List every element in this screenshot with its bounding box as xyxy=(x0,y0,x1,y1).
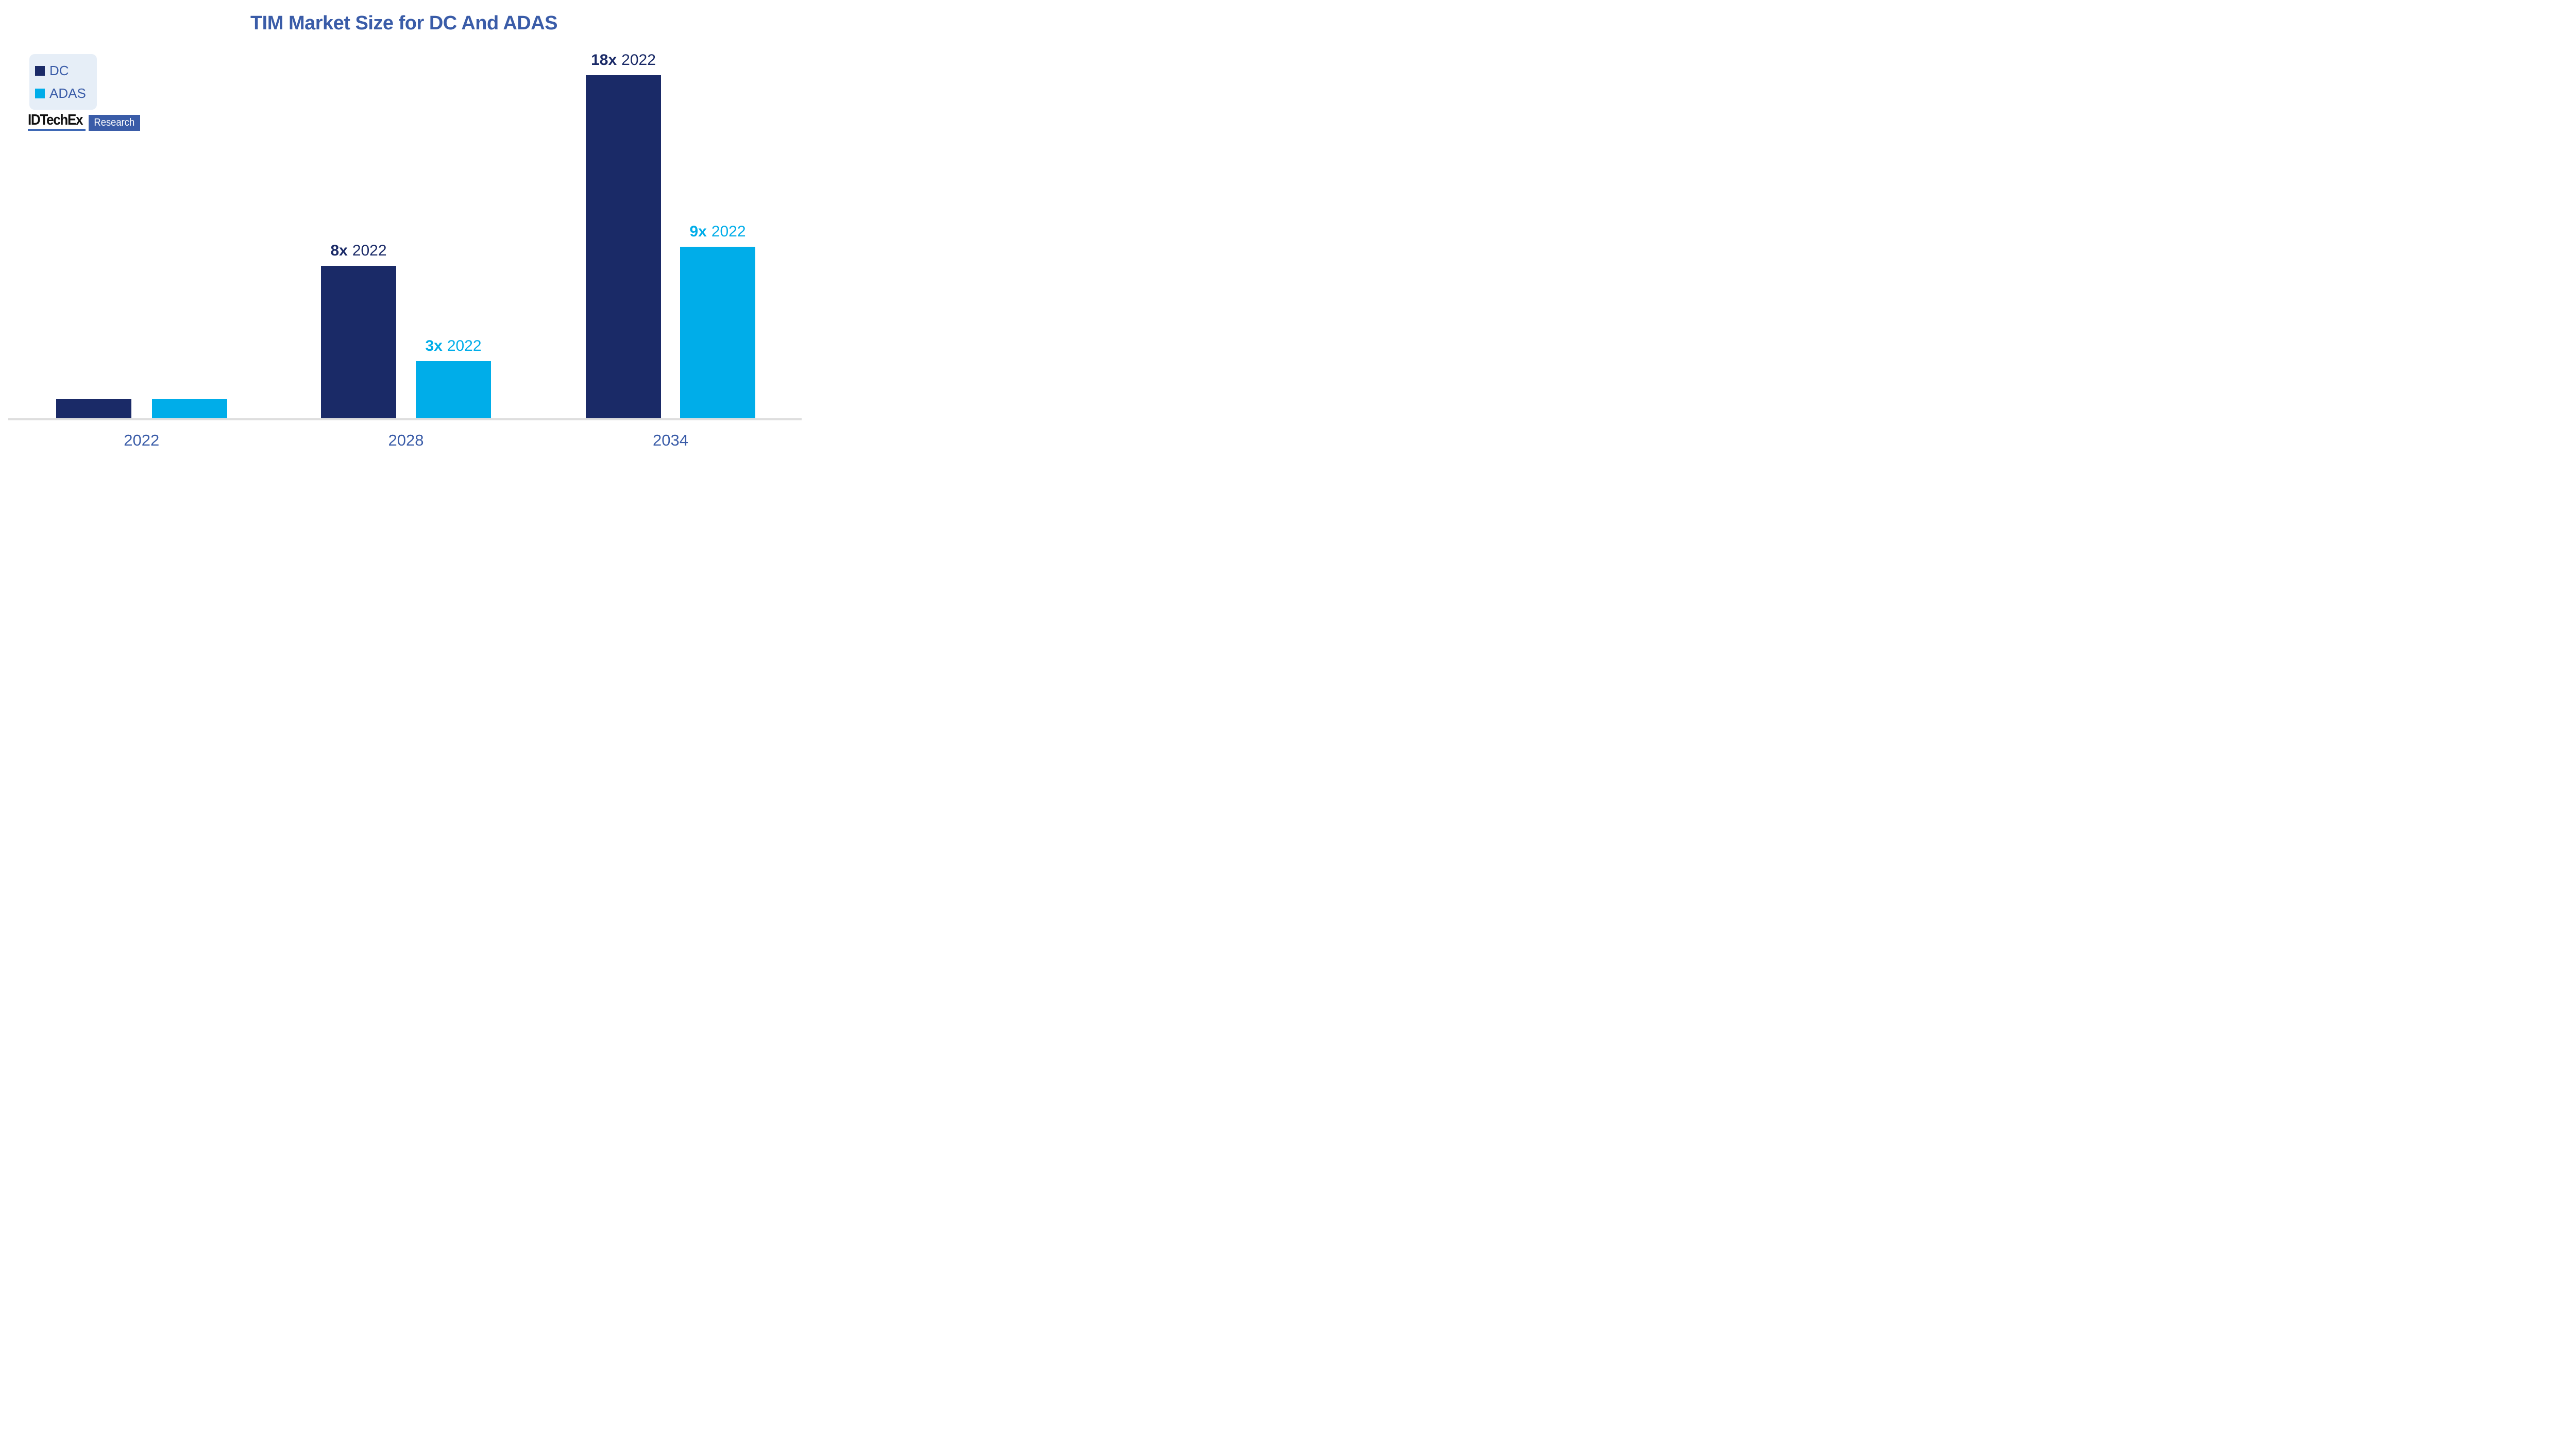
value-year: 2022 xyxy=(621,52,656,69)
value-multiplier: 9x xyxy=(689,223,707,240)
legend-label-adas: ADAS xyxy=(49,86,86,101)
value-year: 2022 xyxy=(352,242,387,259)
value-label-adas-2028: 3x 2022 xyxy=(425,337,481,355)
bar-dc-2022 xyxy=(56,399,131,418)
legend: DC ADAS xyxy=(29,54,97,110)
bar-adas-2034 xyxy=(680,247,755,418)
value-multiplier: 8x xyxy=(330,242,348,259)
research-badge: Research xyxy=(89,115,140,131)
axis-label-2034: 2034 xyxy=(653,431,688,449)
legend-item-dc: DC xyxy=(35,64,97,77)
bar-adas-2028 xyxy=(416,361,491,418)
dc-swatch-icon xyxy=(35,65,45,76)
x-axis-baseline xyxy=(8,418,802,420)
bar-adas-2022 xyxy=(151,399,227,418)
value-label-adas-2034: 9x 2022 xyxy=(689,223,745,241)
idtechex-logo-underline xyxy=(28,129,86,131)
legend-label-dc: DC xyxy=(49,63,69,78)
idtechex-logo: IDTechEx xyxy=(28,112,83,128)
value-label-dc-2028: 8x 2022 xyxy=(330,242,386,260)
axis-label-2022: 2022 xyxy=(124,431,160,449)
axis-label-2028: 2028 xyxy=(388,431,424,449)
value-year: 2022 xyxy=(447,337,482,354)
chart-title: TIM Market Size for DC And ADAS xyxy=(250,12,558,34)
value-multiplier: 18x xyxy=(591,52,617,69)
value-label-dc-2034: 18x 2022 xyxy=(591,51,656,70)
research-badge-label: Research xyxy=(94,117,135,128)
chart-canvas: TIM Market Size for DC And ADAS DC ADAS … xyxy=(0,0,808,454)
bar-dc-2028 xyxy=(321,266,396,418)
bar-dc-2034 xyxy=(586,75,661,418)
value-multiplier: 3x xyxy=(425,337,443,354)
adas-swatch-icon xyxy=(35,88,45,98)
legend-item-adas: ADAS xyxy=(35,87,97,100)
value-year: 2022 xyxy=(711,223,746,240)
